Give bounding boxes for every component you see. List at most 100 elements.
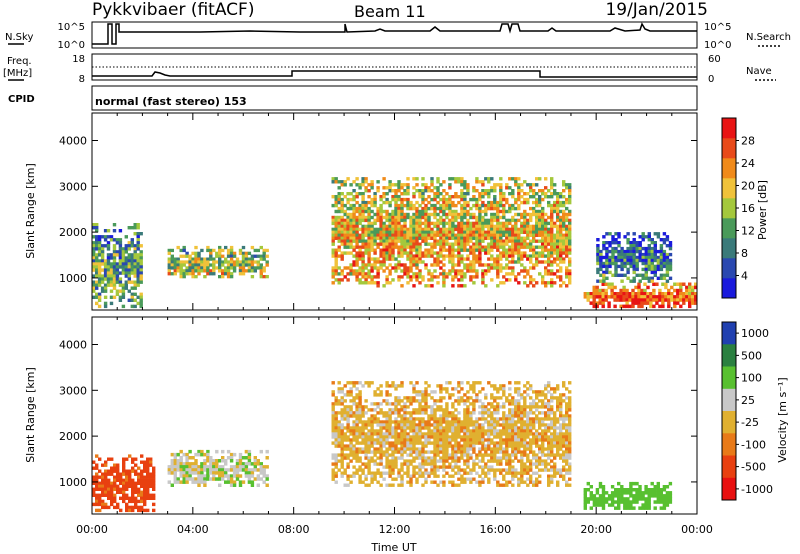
power-cell [562, 221, 566, 226]
power-cell [355, 278, 359, 282]
power-cell [526, 192, 530, 196]
velocity-cell [235, 465, 240, 469]
power-cell [352, 236, 356, 240]
power-cell [103, 268, 108, 272]
power-colorbar-tick-label: 20 [741, 180, 755, 193]
power-cell [611, 252, 615, 257]
velocity-cell [349, 459, 353, 463]
power-cell [451, 218, 455, 223]
power-cell [370, 278, 374, 282]
power-cell [605, 252, 609, 257]
velocity-cell [409, 474, 413, 478]
power-cell [97, 280, 102, 284]
power-cell [191, 257, 195, 261]
power-cell [535, 263, 539, 267]
velocity-cell [337, 453, 341, 457]
power-cell [505, 224, 509, 229]
power-cell [673, 304, 677, 309]
velocity-cell [197, 477, 201, 481]
power-cell [650, 252, 654, 257]
power-cell [442, 180, 446, 184]
power-cell [430, 251, 434, 255]
power-cell [604, 282, 608, 286]
power-cell [250, 254, 255, 258]
power-cell [547, 242, 551, 246]
velocity-cell [337, 438, 341, 442]
power-cell [550, 242, 554, 246]
power-cell [496, 284, 500, 288]
power-cell [679, 298, 683, 302]
velocity-cell [430, 408, 434, 412]
power-cell [523, 197, 527, 202]
velocity-cell [334, 453, 338, 457]
velocity-cell [194, 459, 198, 463]
power-cell [349, 212, 353, 217]
velocity-cell [388, 414, 392, 418]
velocity-cell [445, 459, 449, 463]
power-cell [559, 230, 563, 234]
power-cell [532, 278, 536, 282]
power-cell [343, 212, 347, 217]
power-cell [478, 180, 482, 184]
power-cell [592, 295, 596, 299]
power-cell [493, 197, 497, 202]
power-cell [361, 197, 365, 202]
power-cell [391, 212, 395, 217]
power-cell [394, 218, 398, 223]
velocity-cell [215, 462, 219, 466]
power-cell [118, 238, 123, 242]
power-cell [403, 215, 407, 220]
velocity-cell [397, 471, 401, 475]
velocity-cell [95, 493, 99, 497]
power-colorbar-tick-label: 4 [741, 270, 748, 283]
velocity-cell [256, 483, 260, 487]
power-cell [508, 239, 512, 243]
velocity-cell [334, 399, 338, 403]
power-cell [469, 224, 473, 229]
power-cell [361, 177, 365, 181]
velocity-cell [259, 465, 263, 469]
power-cell [358, 236, 362, 240]
power-cell [106, 235, 111, 239]
power-cell [535, 221, 539, 226]
velocity-cell [514, 420, 518, 424]
velocity-cell [421, 396, 425, 400]
power-cell [487, 236, 491, 240]
velocity-cell [508, 465, 512, 469]
velocity-cell [451, 465, 455, 469]
power-cell [424, 215, 428, 220]
power-cell [349, 230, 353, 234]
velocity-cell [421, 459, 425, 463]
power-cell [346, 206, 350, 211]
power-cell [430, 230, 434, 234]
power-cell [665, 279, 670, 283]
power-cell [544, 239, 548, 243]
power-cell [620, 273, 624, 277]
power-cell [466, 186, 470, 190]
power-cell [656, 255, 661, 260]
power-cell [634, 298, 638, 302]
velocity-cell [415, 438, 419, 442]
velocity-cell [484, 453, 488, 457]
power-cell [400, 233, 404, 237]
power-cell [520, 200, 524, 205]
velocity-cell [511, 414, 515, 418]
power-cell [505, 272, 509, 276]
velocity-cell [457, 420, 461, 424]
power-cell [394, 206, 398, 211]
power-cell [206, 248, 210, 253]
velocity-cell [358, 432, 362, 436]
power-cell [373, 203, 377, 208]
velocity-cell [439, 435, 443, 439]
velocity-cell [364, 477, 368, 481]
velocity-cell [110, 490, 114, 494]
velocity-cell [200, 465, 204, 469]
velocity-cell [418, 468, 422, 472]
velocity-cell [502, 438, 506, 442]
velocity-cell [98, 484, 102, 488]
power-cell [532, 200, 536, 205]
velocity-cell [415, 465, 419, 469]
power-cell [391, 248, 395, 252]
power-cell [361, 254, 365, 258]
power-cell [415, 236, 419, 240]
